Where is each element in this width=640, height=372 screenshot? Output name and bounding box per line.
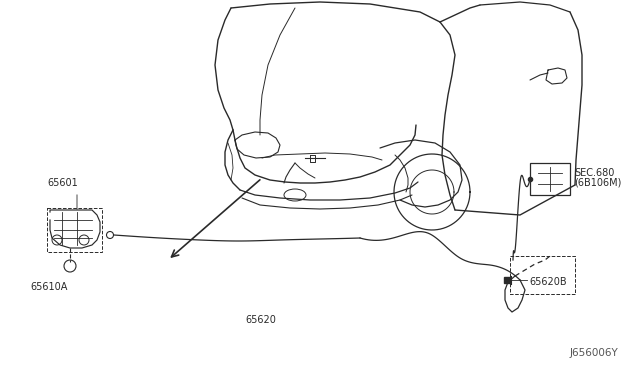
Text: 65620: 65620 (245, 315, 276, 325)
Text: SEC.680: SEC.680 (574, 168, 614, 178)
Text: (6B106M): (6B106M) (574, 177, 621, 187)
Text: 65610A: 65610A (30, 282, 67, 292)
Text: 65620B: 65620B (529, 277, 566, 287)
Text: 65601: 65601 (47, 178, 77, 188)
Bar (510, 256, 575, 294)
Text: J656006Y: J656006Y (569, 348, 618, 358)
